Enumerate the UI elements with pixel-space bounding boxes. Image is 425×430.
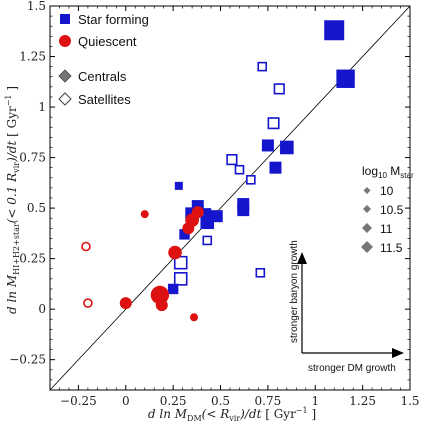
star-forming-central-point: [280, 140, 294, 155]
star-forming-satellite-point: [226, 154, 238, 166]
star-forming-central-point: [167, 283, 179, 295]
mass-legend-marker-11: [362, 223, 372, 233]
legend-square-marker: [60, 14, 70, 24]
quiescent-satellite-point: [83, 298, 93, 308]
mass-legend-label-10: 10: [380, 184, 394, 198]
legend-filled-diamond: [58, 69, 72, 83]
y-tick-label: 0.5: [27, 201, 46, 215]
quiescent-central-point: [190, 313, 198, 322]
quiescent-central-point: [155, 299, 168, 312]
x-tick-label: 0: [122, 394, 130, 408]
legend-star-forming: Star forming: [78, 12, 149, 27]
y-tick-label: 1.5: [27, 0, 46, 13]
mass-legend-label-10-5: 10.5: [380, 203, 404, 217]
axis-ticks: −0.25 0 0.25 0.5 0.75 1 1.25 1.5 −0.25 0 0.25 0.5 0.…: [9, 0, 419, 408]
quiescent-central-point: [140, 210, 149, 219]
quiescent-satellite-point: [81, 241, 91, 252]
mass-legend-label-11-5: 11.5: [380, 241, 403, 255]
annotation-dm-growth: stronger DM growth: [308, 363, 396, 374]
legend-centrals: Centrals: [78, 69, 127, 84]
star-forming-central-point: [200, 215, 215, 230]
star-forming-central-point: [269, 161, 282, 174]
star-forming-satellite-point: [267, 117, 280, 130]
mass-legend-title: log10 Mstar: [362, 164, 414, 180]
horizontal-arrowhead: [392, 348, 404, 358]
x-axis-label: d ln MDM(< Rvir)/dt [ Gyr−1 ]: [148, 406, 316, 423]
star-forming-satellite-point: [173, 272, 188, 286]
y-axis-label: d ln MHI+H2+star(< 0.1 Rvir)/dt [ Gyr−1 …: [4, 86, 21, 314]
star-forming-central-point: [261, 139, 274, 152]
star-forming-satellite-point: [246, 175, 256, 185]
star-forming-central-point: [324, 20, 345, 41]
y-tick-label: 0.75: [19, 151, 46, 165]
mass-legend: log10 Mstar 10 10.5 11 11.5: [361, 164, 414, 255]
annotation-baryon-growth: stronger baryon growth: [289, 240, 300, 343]
star-forming-central-point: [336, 69, 355, 88]
y-tick-label: 0.25: [19, 252, 46, 266]
y-tick-label: 1.25: [19, 50, 46, 64]
star-forming-satellite-point: [273, 83, 285, 95]
mass-legend-label-11: 11: [380, 222, 393, 236]
y-tick-label: 0: [38, 302, 46, 316]
star-forming-satellite-point: [202, 235, 213, 246]
star-forming-central-point: [179, 229, 190, 240]
star-forming-central-point: [174, 181, 183, 190]
growth-arrows: stronger baryon growth stronger DM growt…: [289, 240, 404, 374]
y-tick-label: −0.25: [9, 353, 46, 367]
x-tick-label: 1.25: [349, 394, 376, 408]
star-forming-satellite-point: [234, 164, 245, 175]
legend-quiescent: Quiescent: [78, 34, 137, 49]
mass-legend-marker-10: [363, 187, 371, 194]
mass-legend-marker-10-5: [363, 205, 371, 213]
star-forming-satellite-point: [255, 267, 266, 278]
star-forming-central-point: [203, 208, 212, 217]
legend-circle-marker: [59, 35, 71, 47]
y-tick-label: 1: [38, 100, 46, 114]
quiescent-central-point: [182, 222, 195, 235]
star-forming-satellite-point: [173, 255, 188, 270]
quiescent-central-point: [168, 245, 182, 260]
star-forming-central-point: [237, 204, 250, 217]
x-tick-label: 1.5: [400, 394, 419, 408]
star-forming-satellite-point: [257, 61, 268, 72]
mass-legend-marker-11-5: [361, 241, 373, 253]
quiescent-central-point: [150, 285, 170, 305]
x-tick-label: 1: [311, 394, 319, 408]
legend: Star forming Quiescent Centrals Satellit…: [58, 12, 149, 107]
legend-open-diamond: [58, 92, 72, 106]
x-tick-label: 0.5: [211, 394, 230, 408]
legend-satellites: Satellites: [78, 92, 131, 107]
x-tick-label: 0.25: [160, 394, 187, 408]
quiescent-central-point: [119, 297, 132, 310]
vertical-arrowhead: [297, 252, 307, 264]
data-points: [81, 20, 355, 322]
x-tick-label: −0.25: [60, 394, 97, 408]
x-tick-label: 0.75: [255, 394, 282, 408]
